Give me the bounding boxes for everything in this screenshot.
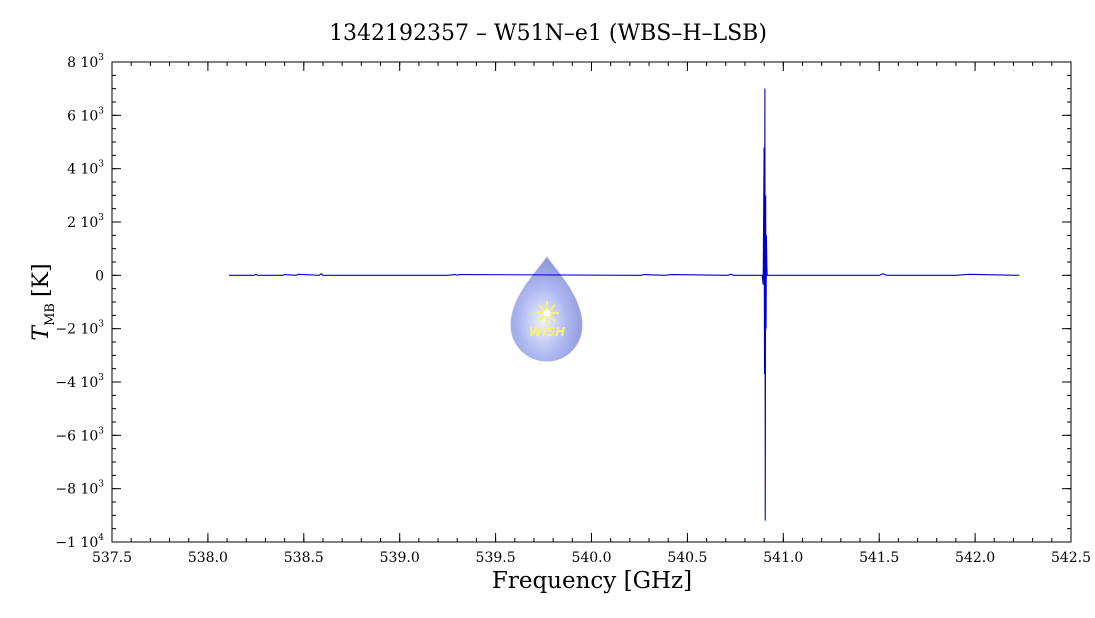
y-tick-mantissa: −6 10: [55, 428, 98, 444]
y-tick-label: −1 104: [55, 533, 104, 551]
y-tick-exponent: 3: [98, 160, 104, 170]
y-tick-exponent: 3: [98, 320, 104, 330]
x-tick-label: 539.5: [476, 550, 516, 566]
y-tick-exponent: 3: [98, 426, 104, 436]
x-tick-labels: 537.5 538.0 538.5 539.0 539.5 540.0 540.5 541.0…: [92, 550, 1091, 566]
series-group: [229, 88, 1020, 521]
y-tick-exponent: 4: [98, 533, 104, 543]
y-tick-label: −8 103: [55, 480, 104, 498]
y-tick-label: −4 103: [55, 373, 104, 391]
x-tick-label: 541.5: [859, 550, 899, 566]
x-tick-label: 541.0: [763, 550, 803, 566]
x-tick-label: 540.5: [667, 550, 707, 566]
wish-logo-text: WISH: [529, 325, 565, 339]
wish-logo: WISH: [510, 256, 583, 362]
x-tick-label: 538.0: [188, 550, 228, 566]
y-tick-mantissa: 2 10: [67, 215, 98, 231]
y-tick-exponent: 3: [98, 480, 104, 490]
y-tick-mantissa: 6 10: [67, 108, 98, 124]
y-tick-mantissa: −4 10: [55, 375, 98, 391]
y-tick-mantissa: −1 10: [55, 535, 98, 551]
y-tick-label: 2 103: [67, 213, 104, 231]
y-tick-exponent: 3: [98, 373, 104, 383]
y-tick-label: 0: [95, 268, 104, 284]
x-tick-label: 539.0: [380, 550, 420, 566]
y-tick-mantissa: 4 10: [67, 162, 98, 178]
x-tick-label: 542.5: [1051, 550, 1091, 566]
x-tick-label: 540.0: [571, 550, 611, 566]
y-tick-label: 6 103: [67, 106, 104, 124]
x-tick-label: 542.0: [955, 550, 995, 566]
series-line: [229, 88, 1020, 521]
y-axis-subscript: MB: [43, 303, 58, 326]
x-axis-label: Frequency [GHz]: [492, 568, 692, 594]
x-tick-label: 537.5: [92, 550, 132, 566]
x-tick-label: 538.5: [284, 550, 324, 566]
y-tick-label: 8 103: [67, 53, 104, 71]
y-tick-exponent: 3: [98, 53, 104, 63]
star-core-icon: [543, 309, 551, 317]
chart-title: 1342192357 – W51N–e1 (WBS–H–LSB): [329, 21, 767, 46]
y-tick-mantissa: 8 10: [67, 55, 98, 71]
y-axis-symbol: T: [29, 324, 54, 341]
plot-frame: [111, 61, 1072, 543]
y-tick-label: −6 103: [55, 426, 104, 444]
y-tick-exponent: 3: [98, 106, 104, 116]
y-axis-unit: [K]: [29, 263, 54, 297]
axis-ticks: [111, 61, 1072, 543]
y-tick-mantissa: −8 10: [55, 482, 98, 498]
y-tick-exponent: 3: [98, 213, 104, 223]
y-tick-label: 4 103: [67, 160, 104, 178]
y-tick-mantissa: 0: [95, 268, 104, 284]
y-tick-mantissa: −2 10: [55, 322, 98, 338]
y-axis-label: TMB [K]: [29, 263, 58, 340]
y-tick-label: −2 103: [55, 320, 104, 338]
